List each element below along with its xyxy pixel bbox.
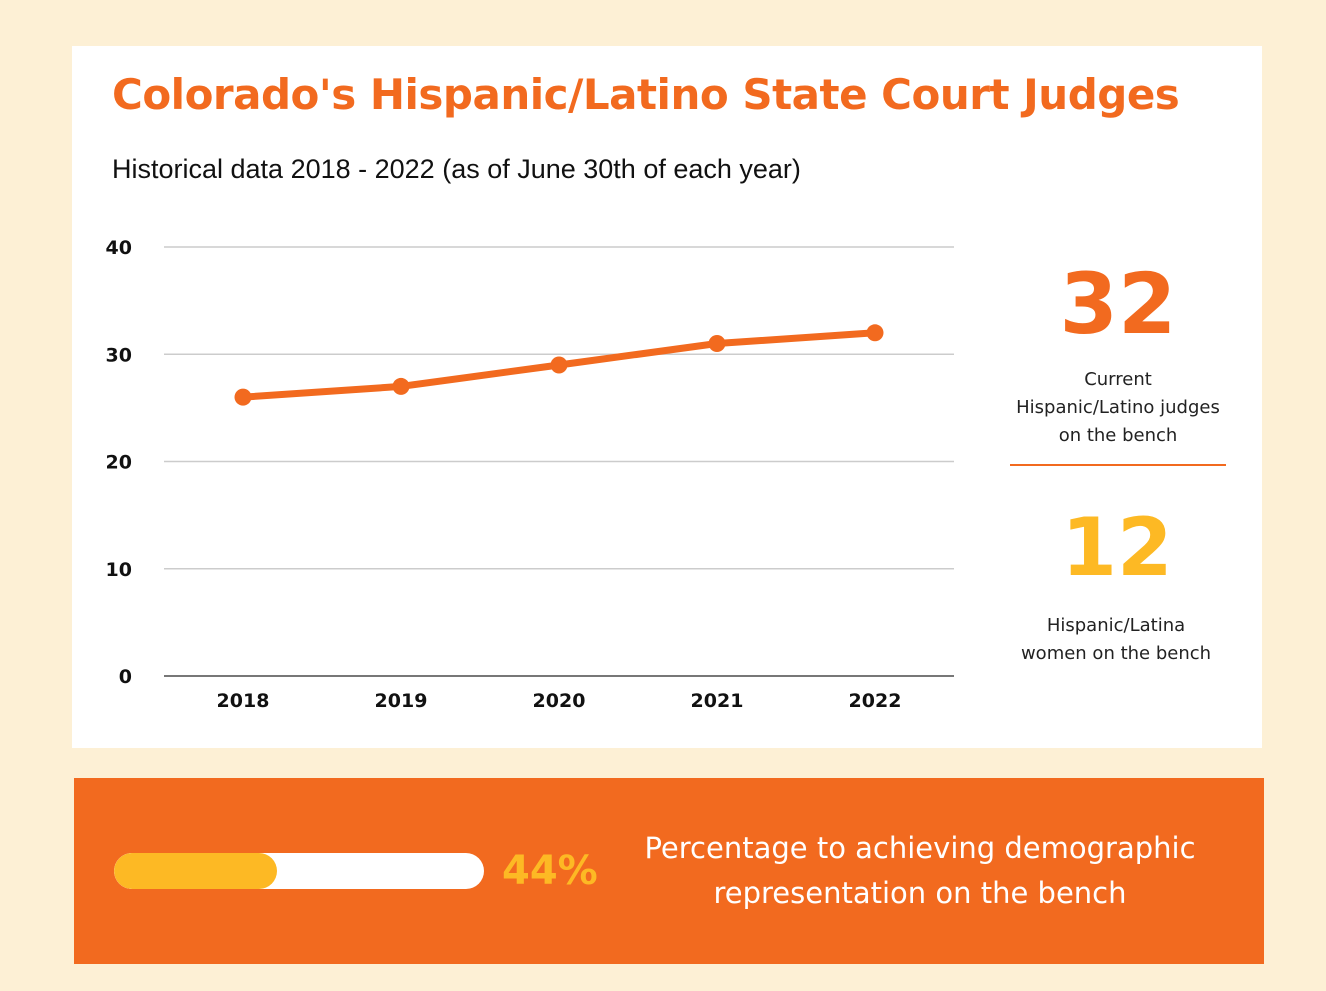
page-subtitle: Historical data 2018 - 2022 (as of June … — [112, 154, 801, 184]
x-tick-label: 2022 — [849, 690, 902, 712]
y-tick-label: 30 — [106, 344, 132, 366]
latina-women-value: 12 — [1061, 501, 1173, 594]
page-title: Colorado's Hispanic/Latino State Court J… — [112, 70, 1180, 119]
latina-women-label-line: Hispanic/Latina — [1046, 615, 1186, 636]
x-tick-label: 2019 — [375, 690, 428, 712]
y-tick-label: 0 — [119, 666, 132, 688]
current-judges-label-line: Hispanic/Latino judges — [1016, 397, 1220, 418]
line-chart: 0 10 20 30 40 2018 2019 2020 2021 2022 — [106, 237, 954, 712]
x-axis-ticks: 2018 2019 2020 2021 2022 — [217, 690, 902, 712]
progress-description-line: Percentage to achieving demographic — [644, 831, 1196, 865]
data-point — [708, 335, 726, 353]
latina-women-label: Hispanic/Latina women on the bench — [996, 612, 1236, 668]
data-point — [866, 324, 884, 342]
data-point — [550, 356, 568, 374]
current-judges-label: Current Hispanic/Latino judges on the be… — [998, 366, 1238, 450]
progress-bar-track — [114, 853, 484, 889]
x-tick-label: 2020 — [533, 690, 586, 712]
main-card: Colorado's Hispanic/Latino State Court J… — [72, 46, 1262, 748]
data-point — [234, 388, 252, 406]
y-tick-label: 40 — [106, 237, 132, 259]
progress-percent: 44% — [502, 848, 598, 894]
current-judges-label-line: Current — [1084, 369, 1152, 390]
y-axis-ticks: 0 10 20 30 40 — [106, 237, 132, 688]
y-tick-label: 10 — [106, 559, 132, 581]
progress-bar-fill — [114, 853, 277, 889]
x-tick-label: 2018 — [217, 690, 270, 712]
progress-description-line: representation on the bench — [713, 876, 1127, 910]
progress-banner: 44% Percentage to achieving demographic … — [74, 778, 1264, 964]
progress-description: Percentage to achieving demographic repr… — [630, 826, 1210, 916]
series-layer — [234, 324, 884, 406]
current-judges-label-line: on the bench — [1058, 425, 1178, 446]
stats-divider — [1010, 464, 1226, 466]
gridlines — [164, 246, 954, 677]
y-tick-label: 20 — [106, 452, 132, 474]
x-tick-label: 2021 — [691, 690, 744, 712]
data-point — [392, 377, 410, 395]
latina-women-label-line: women on the bench — [1020, 643, 1212, 664]
current-judges-value: 32 — [1059, 255, 1177, 353]
